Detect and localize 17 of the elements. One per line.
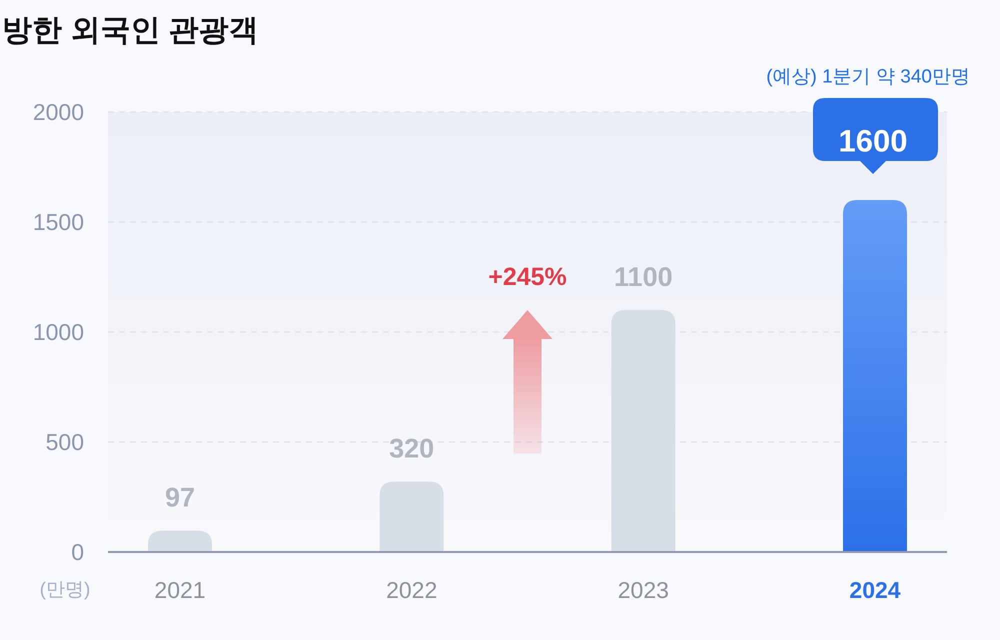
data-label: 1600	[838, 124, 908, 158]
data-label: 1100	[614, 262, 673, 292]
data-label: 320	[389, 434, 434, 464]
data-label: 97	[164, 482, 196, 513]
y-tick-label: 500	[46, 429, 84, 455]
x-tick-label: 2023	[618, 577, 669, 603]
y-tick-label: 1500	[32, 209, 84, 235]
y-tick-label: 1000	[32, 319, 84, 345]
y-axis-title: (만명)	[40, 580, 90, 600]
annotation: +245%	[488, 263, 567, 291]
text: (예상) 1분기 약 340만명	[766, 66, 970, 88]
chart-title: 방한 외국인 관광객	[2, 14, 259, 47]
x-tick-label: 2024	[849, 577, 901, 603]
y-tick-label: 0	[71, 539, 84, 565]
y-tick-label: 2000	[32, 99, 84, 125]
x-tick-label: 2022	[386, 577, 438, 603]
x-tick-label: 2021	[154, 577, 206, 603]
